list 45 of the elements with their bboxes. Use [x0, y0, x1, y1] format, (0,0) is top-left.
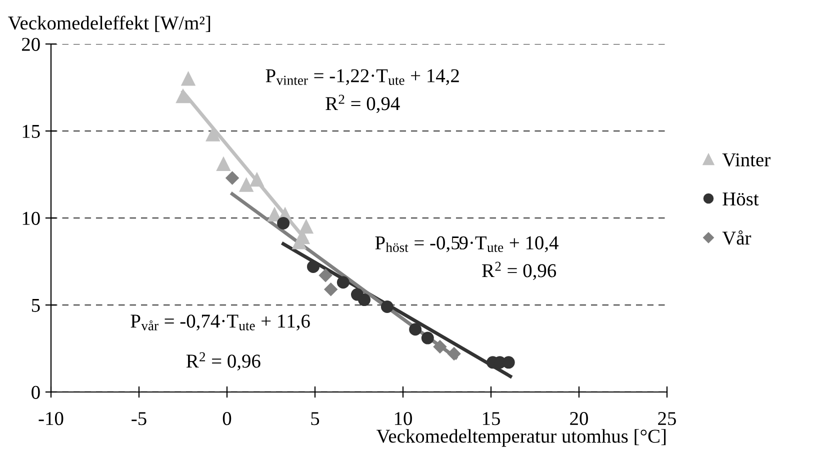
x-tick-label: -5	[132, 412, 146, 426]
x-tick-label: 20	[570, 412, 588, 426]
point	[336, 276, 350, 289]
y-tick-label: 0	[32, 386, 40, 399]
y-tick-label: 10	[22, 212, 40, 225]
point	[181, 72, 196, 86]
annotation: P$_{vår}$ = -0,74·T$_{ute}$ + 11,6	[130, 314, 310, 331]
y-axis-title: Veckomedeleffekt [W/m²]	[8, 16, 210, 32]
annotation: P$_{höst}$ = -0,59·T$_{ute}$ + 10,4	[375, 236, 558, 252]
point	[239, 178, 254, 192]
point	[324, 282, 338, 296]
point	[277, 216, 290, 230]
point	[176, 89, 190, 104]
x-tick-label: -10	[38, 412, 64, 426]
y-tick-label: 15	[22, 124, 40, 138]
point	[358, 294, 371, 306]
point	[306, 260, 320, 273]
point	[206, 128, 220, 142]
annotation: R$^{2}$ = 0,94	[326, 94, 400, 114]
point	[226, 171, 239, 185]
legend-label: Höst	[722, 192, 759, 206]
point	[421, 332, 434, 344]
point	[299, 220, 314, 234]
x-tick-label: 5	[311, 412, 320, 426]
point	[250, 172, 264, 187]
point	[318, 268, 332, 282]
point	[433, 340, 447, 354]
annotation: R$^{2}$ = 0,96	[186, 352, 260, 371]
y-tick-label: 20	[22, 38, 40, 51]
point	[380, 300, 394, 313]
legend-label: Vinter	[722, 153, 770, 166]
annotation: R$^{2}$ = 0,96	[482, 262, 556, 280]
point	[292, 235, 306, 250]
x-tick-label: 0	[222, 412, 232, 426]
point	[447, 347, 461, 360]
point	[216, 157, 230, 172]
x-tick-label: 15	[482, 412, 500, 426]
x-tick-label: 10	[394, 412, 412, 426]
point	[409, 323, 422, 336]
x-tick-label: 25	[658, 412, 676, 426]
point	[268, 208, 282, 222]
x-axis-title: Veckomedeltemperatur utomhus [°C]	[376, 429, 666, 447]
legend-label: Vår	[722, 230, 752, 245]
y-tick-label: 5	[32, 299, 40, 312]
annotation: P$_{vinter}$ = -1,22·T$_{ute}$ + 14,2	[266, 69, 459, 86]
